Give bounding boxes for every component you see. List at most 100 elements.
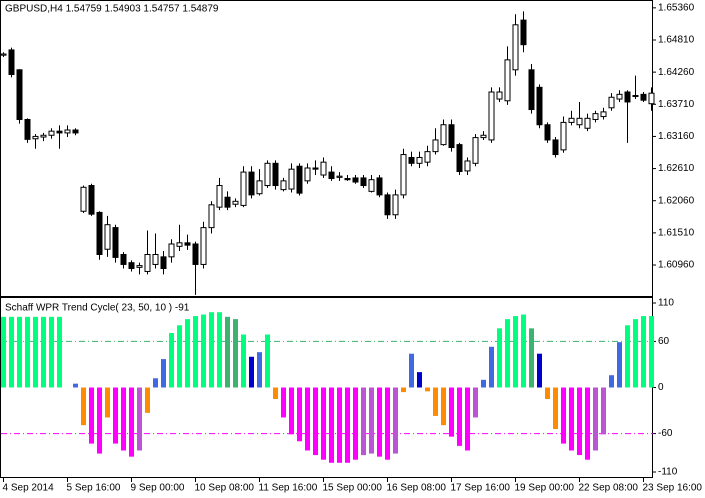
candle-body <box>632 95 639 98</box>
y-tick-label: 1.64260 <box>658 67 695 78</box>
histogram-bar <box>465 387 470 451</box>
candle-body <box>448 124 455 149</box>
y-tick-label: 1.63160 <box>658 131 695 142</box>
candle-body <box>280 180 287 191</box>
candle-body <box>624 91 631 103</box>
histogram-bar <box>9 316 14 388</box>
candle-body <box>8 49 15 75</box>
candle-body <box>96 211 103 256</box>
candle-body <box>200 227 207 265</box>
histogram-bar <box>625 325 630 388</box>
histogram-bar <box>353 387 358 460</box>
histogram-bar <box>433 387 438 416</box>
candle-body <box>384 194 391 216</box>
y-tick-label: 1.62610 <box>658 163 695 174</box>
histogram-bar <box>377 387 382 457</box>
histogram-bar <box>585 387 590 460</box>
candle-body <box>128 262 135 270</box>
x-tick-label: 17 Sep 16:00 <box>451 483 511 494</box>
candle-body <box>368 179 375 192</box>
histogram-bar <box>273 387 278 400</box>
candle-body <box>296 165 303 194</box>
candle-body <box>392 194 399 216</box>
histogram-bar <box>193 316 198 388</box>
histogram-bar <box>257 352 262 388</box>
histogram-bar <box>401 387 406 393</box>
candle-body <box>440 124 447 146</box>
candle-body <box>312 167 319 170</box>
y-tick-label: 1.63710 <box>658 99 695 110</box>
candle-body <box>208 204 215 229</box>
candle-body <box>640 93 647 101</box>
candle-body <box>240 171 247 206</box>
candle-body <box>136 265 143 268</box>
histogram-bar <box>57 316 62 388</box>
histogram-bar <box>505 319 510 388</box>
candle-body <box>576 117 583 126</box>
candle-body <box>160 256 167 270</box>
histogram-bar <box>81 387 86 426</box>
histogram-bar <box>73 383 78 388</box>
histogram-bar <box>105 387 110 418</box>
histogram-bar <box>265 334 270 388</box>
histogram-bar <box>537 353 542 388</box>
candle-body <box>648 92 655 105</box>
candle-body <box>216 185 223 208</box>
y-tick-label: 1.64810 <box>658 35 695 46</box>
candle-body <box>56 130 63 134</box>
candle-body <box>608 96 615 109</box>
histogram-bar <box>161 359 166 388</box>
candle-body <box>360 177 367 187</box>
candle-body <box>616 93 623 100</box>
candle-body <box>400 154 407 196</box>
x-tick-label: 9 Sep 00:00 <box>131 483 185 494</box>
candle-body <box>192 243 199 265</box>
histogram-bar <box>329 387 334 463</box>
candle-body <box>520 19 527 46</box>
candle-body <box>456 144 463 173</box>
candle-body <box>488 91 495 141</box>
candle-body <box>80 186 87 212</box>
histogram-bar <box>617 342 622 388</box>
candle-body <box>528 69 535 111</box>
x-tick-label: 15 Sep 00:00 <box>323 483 383 494</box>
candle-body <box>152 254 159 265</box>
candle-body <box>480 134 487 139</box>
candle-body <box>272 162 279 187</box>
candle-body <box>560 121 567 151</box>
histogram-bar <box>201 314 206 388</box>
candle-body <box>88 185 95 215</box>
candle-body <box>504 59 511 102</box>
histogram-bar <box>97 387 102 454</box>
candle-body <box>592 113 599 120</box>
y-tick-label: -110 <box>658 467 678 478</box>
histogram-bar <box>449 387 454 437</box>
histogram-bar <box>569 387 574 451</box>
histogram-bar <box>249 356 254 388</box>
histogram-bar <box>369 387 374 454</box>
histogram-bar <box>289 387 294 435</box>
y-tick-label: 1.65360 <box>658 2 695 13</box>
y-tick-label: -60 <box>658 428 673 439</box>
histogram-bar <box>641 316 646 388</box>
candle-body <box>112 227 119 258</box>
histogram-bar <box>1 316 6 388</box>
candle-body <box>408 156 415 164</box>
histogram-bar <box>481 379 486 388</box>
candle-body <box>600 111 607 118</box>
candle-body <box>304 167 311 182</box>
candle-body <box>248 171 255 196</box>
candle-body <box>24 118 31 140</box>
histogram-bar <box>393 387 398 454</box>
candle-body <box>496 91 503 100</box>
histogram-bar <box>513 316 518 388</box>
candle-body <box>584 117 591 129</box>
candle-body <box>544 124 551 141</box>
x-tick-label: 10 Sep 08:00 <box>195 483 255 494</box>
histogram-bar <box>361 387 366 456</box>
histogram-bar <box>521 314 526 388</box>
histogram-bar <box>473 387 478 418</box>
histogram-bar <box>497 328 502 388</box>
x-tick-label: 5 Sep 16:00 <box>67 483 121 494</box>
